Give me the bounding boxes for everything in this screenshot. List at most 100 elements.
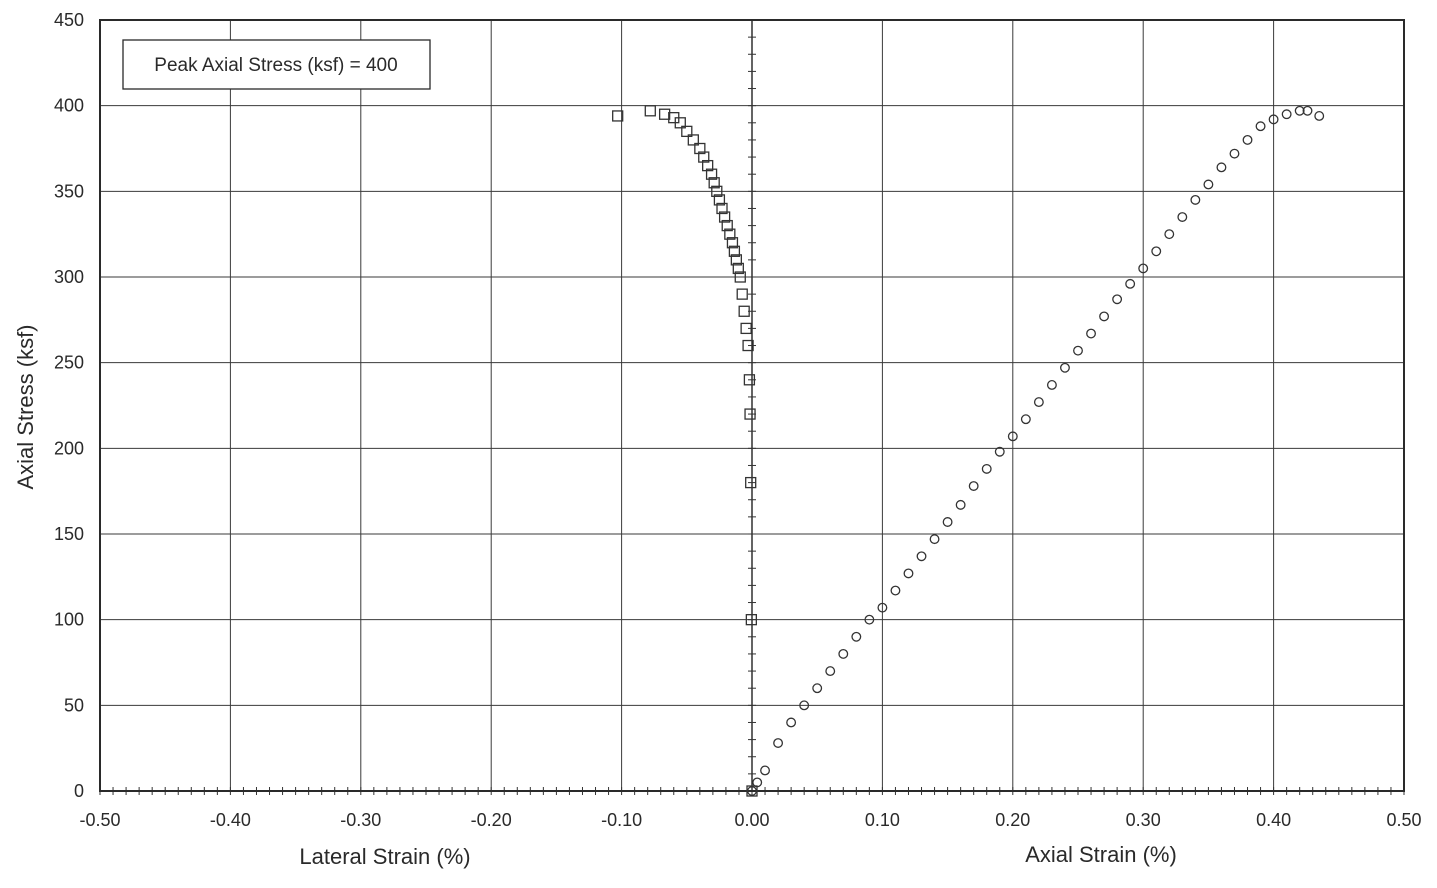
- axial-data-point: [760, 765, 770, 776]
- axial-data-point: [1138, 263, 1149, 274]
- x-tick-label: 0.20: [995, 810, 1030, 830]
- x-tick-label: 0.40: [1256, 810, 1291, 830]
- y-tick-label: 450: [54, 10, 84, 30]
- series-layer: [612, 105, 1325, 797]
- y-tick-label: 150: [54, 524, 84, 544]
- lateral-strain-series: [612, 105, 758, 797]
- lateral-data-point: [724, 228, 736, 240]
- lateral-data-point: [743, 374, 756, 386]
- lateral-data-point: [738, 305, 750, 317]
- axial-data-point: [1216, 162, 1227, 173]
- axial-data-point: [1281, 109, 1292, 120]
- lateral-data-point: [612, 110, 624, 122]
- axial-data-point: [864, 614, 875, 625]
- axial-data-point: [1190, 194, 1201, 205]
- lateral-data-point: [711, 185, 723, 197]
- axial-data-point: [994, 446, 1005, 457]
- axial-data-point: [1203, 179, 1214, 190]
- y-tick-label: 250: [54, 353, 84, 373]
- axial-data-point: [752, 777, 763, 788]
- axial-data-point: [903, 568, 914, 579]
- axial-data-point: [968, 481, 979, 491]
- y-tick-label: 100: [54, 610, 84, 630]
- grid: [99, 19, 1405, 792]
- x-tick-label: -0.30: [340, 810, 381, 830]
- x-tick-label: -0.20: [471, 810, 512, 830]
- lateral-data-point: [681, 125, 693, 138]
- lateral-data-point: [730, 254, 743, 266]
- axial-data-point: [890, 585, 901, 596]
- axial-data-point: [1255, 121, 1266, 132]
- axial-data-point: [1020, 414, 1031, 425]
- lateral-data-point: [740, 322, 752, 335]
- y-axis-label: Axial Stress (ksf): [13, 324, 38, 489]
- axial-data-point: [1007, 431, 1018, 442]
- lateral-data-point: [705, 168, 718, 180]
- lateral-data-point: [716, 202, 728, 215]
- y-tick-label: 400: [54, 96, 84, 116]
- axial-data-point: [1060, 362, 1070, 373]
- lateral-data-point: [644, 105, 656, 117]
- x-tick-label: -0.50: [79, 810, 120, 830]
- lateral-data-point: [702, 159, 714, 172]
- lateral-data-point: [718, 211, 731, 223]
- y-tick-label: 50: [64, 695, 84, 715]
- lateral-data-point: [742, 339, 754, 352]
- tick-labels: -0.50 -0.40 -0.30 -0.20 -0.10 0.00 0.10 0.20 0.3…: [54, 10, 1422, 830]
- annotation-text: Peak Axial Stress (ksf) = 400: [154, 55, 397, 76]
- axial-data-point: [1099, 311, 1110, 322]
- lateral-data-point: [668, 112, 680, 124]
- axial-data-point: [1046, 379, 1057, 390]
- axial-data-point: [981, 463, 992, 474]
- axial-data-point: [916, 551, 927, 562]
- axial-data-point: [1086, 328, 1096, 339]
- axial-data-point: [1073, 345, 1083, 356]
- lateral-data-point: [732, 262, 744, 275]
- axial-data-point: [747, 786, 757, 796]
- lateral-data-point: [745, 614, 757, 626]
- x-tick-label: 0.50: [1386, 810, 1421, 830]
- lateral-data-point: [728, 245, 741, 257]
- lateral-data-point: [726, 237, 739, 249]
- axial-data-point: [786, 717, 797, 728]
- axial-data-point: [812, 683, 823, 694]
- axial-data-point: [929, 534, 940, 545]
- annotation-box: Peak Axial Stress (ksf) = 400: [122, 39, 431, 90]
- lateral-data-point: [694, 142, 706, 155]
- y-tick-label: 200: [54, 438, 84, 458]
- axial-data-point: [1164, 229, 1175, 240]
- x-tick-label: -0.40: [210, 810, 251, 830]
- axial-data-point: [1151, 246, 1162, 257]
- y-tick-label: 0: [74, 781, 84, 801]
- lateral-data-point: [713, 194, 726, 206]
- lateral-data-point: [734, 271, 746, 283]
- axial-data-point: [1229, 148, 1240, 159]
- lateral-data-point: [698, 151, 710, 163]
- lateral-data-point: [736, 288, 748, 300]
- lateral-data-point: [721, 219, 733, 232]
- x-tick-label: 0.00: [734, 810, 769, 830]
- axial-data-point: [851, 631, 862, 642]
- lateral-data-point: [658, 108, 671, 120]
- axial-data-point: [1112, 294, 1123, 305]
- y-tick-label: 300: [54, 267, 84, 287]
- x-tick-label: 0.10: [865, 810, 900, 830]
- axial-data-point: [1177, 212, 1188, 222]
- x-axis-label-lateral: Lateral Strain (%): [299, 844, 470, 869]
- axial-data-point: [773, 738, 784, 748]
- x-tick-label: -0.10: [601, 810, 642, 830]
- axial-data-point: [942, 517, 953, 527]
- lateral-data-point: [744, 408, 756, 420]
- y-tick-label: 350: [54, 181, 84, 201]
- lateral-data-point: [745, 476, 757, 489]
- axial-data-point: [825, 666, 836, 677]
- axial-data-point: [1033, 397, 1044, 408]
- axial-data-point: [838, 648, 849, 659]
- lateral-data-point: [708, 177, 720, 189]
- axial-data-point: [1294, 105, 1305, 116]
- x-tick-label: 0.30: [1126, 810, 1161, 830]
- lateral-data-point: [687, 134, 699, 146]
- axial-data-point: [1125, 278, 1136, 289]
